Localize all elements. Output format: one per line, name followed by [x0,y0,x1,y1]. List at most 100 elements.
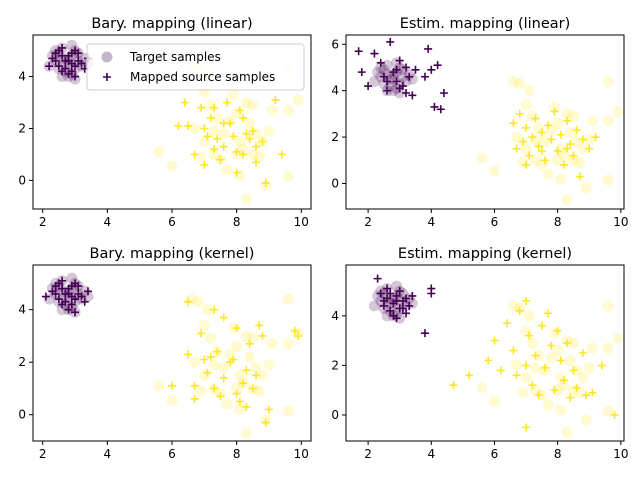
target-sample-point [240,193,252,205]
target-sample-point [394,87,406,99]
mapped-source-point [597,361,606,370]
target-sample-point [530,154,542,166]
mapped-source-point [48,287,57,296]
target-sample-point [192,296,204,308]
mapped-source-point [67,67,76,76]
mapped-source-point [559,376,568,385]
x-tick-label: 10 [294,215,309,229]
mapped-source-point [582,391,591,400]
y-tick-label: 2 [18,355,26,369]
mapped-source-point [184,121,193,130]
mapped-source-point [572,383,581,392]
plot-area [354,37,624,206]
mapped-source-point [550,386,559,395]
target-sample-point [567,154,579,166]
target-sample-point [368,75,380,87]
mapped-source-point [563,144,572,153]
target-sample-point [511,359,523,371]
mapped-source-point [547,341,556,350]
target-sample-point [208,125,220,137]
mapped-source-point [544,121,553,130]
target-sample-point [211,112,223,124]
mapped-source-point [242,402,251,411]
x-tick-label: 8 [233,447,241,461]
target-sample-point [240,97,252,109]
mapped-source-point [61,289,70,298]
mapped-source-point [405,72,414,81]
mapped-source-point [402,294,411,303]
mapped-source-point [376,58,385,67]
mapped-source-point [522,361,531,370]
mapped-source-point [210,103,219,112]
target-sample-point [375,61,387,73]
target-sample-point [561,426,573,438]
target-sample-point [507,75,519,87]
target-sample-point [263,125,275,137]
target-sample-point [240,427,252,439]
mapped-source-point [566,393,575,402]
mapped-source-point [563,339,572,348]
mapped-source-point [515,306,524,315]
mapped-source-point [54,62,63,71]
mapped-source-point [67,292,76,301]
mapped-source-point [252,158,261,167]
target-sample-point [378,64,390,76]
mapped-source-point [180,98,189,107]
mapped-source-point [484,356,493,365]
mapped-source-point [226,119,235,128]
mapped-source-point [395,84,404,93]
target-sample-point [247,148,259,160]
mapped-source-point [232,389,241,398]
mapped-source-point [239,114,248,123]
mapped-source-point [77,59,86,68]
y-tick-label: 4 [18,70,26,84]
mapped-source-point [386,289,395,298]
mapped-source-point [424,44,433,53]
legend-marker-mapped [103,73,111,81]
y-tick-label: 2 [331,130,339,144]
mapped-source-point [71,72,80,81]
target-sample-point [586,115,598,127]
target-sample-point [564,126,576,138]
subplot-title: Bary. mapping (kernel) [90,246,255,262]
mapped-source-point [248,384,257,393]
mapped-source-point [405,301,414,310]
mapped-source-point [58,276,67,285]
mapped-source-point [408,291,417,300]
target-sample-point [520,143,532,155]
mapped-source-point [190,150,199,159]
target-sample-point [567,110,579,122]
mapped-source-point [197,329,206,338]
mapped-source-point [525,151,534,160]
mapped-source-point [379,296,388,305]
mapped-source-point [219,373,228,382]
target-sample-point [240,330,252,342]
mapped-source-point [392,65,401,74]
mapped-source-point [427,284,436,293]
mapped-source-point [54,295,63,304]
mapped-source-point [229,355,238,364]
mapped-source-point [184,350,193,359]
mapped-source-point [80,297,89,306]
mapped-source-point [610,410,619,419]
x-tick-label: 2 [364,215,372,229]
mapped-source-point [200,355,209,364]
mapped-source-point [203,132,212,141]
target-sample-point [523,310,535,322]
mapped-source-point [206,352,215,361]
mapped-source-point [522,123,531,132]
mapped-source-point [408,91,417,100]
target-sample-point [488,395,500,407]
x-tick-label: 6 [491,215,499,229]
mapped-source-point [402,89,411,97]
mapped-source-point [77,292,86,301]
mapped-source-point [41,292,50,301]
target-sample-point [583,362,595,374]
mapped-source-point [556,130,565,139]
x-tick-label: 2 [39,215,47,229]
mapped-source-point [569,366,578,375]
target-sample-point [567,337,579,349]
target-sample-point [580,414,592,426]
target-sample-point [476,152,488,164]
